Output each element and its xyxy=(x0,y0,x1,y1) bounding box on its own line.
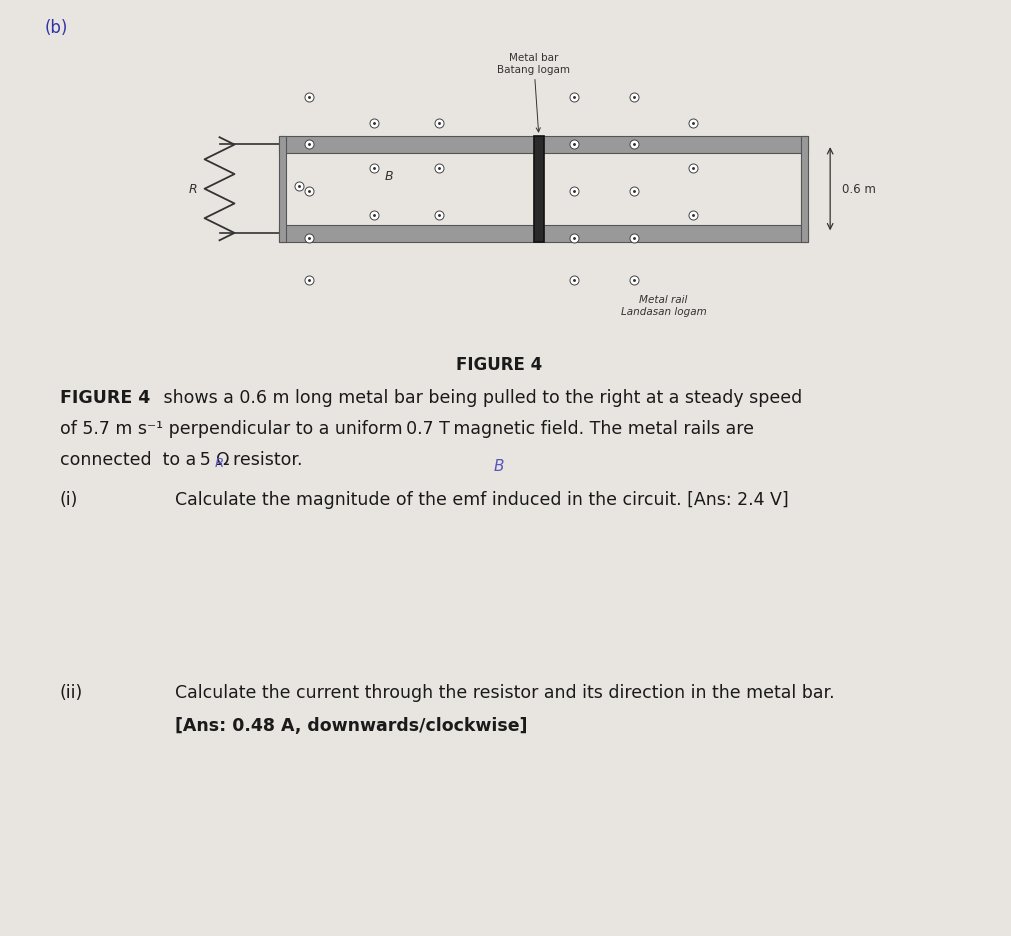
Bar xyxy=(279,226,808,242)
Text: Calculate the current through the resistor and its direction in the metal bar.: Calculate the current through the resist… xyxy=(175,683,834,701)
Text: R: R xyxy=(214,457,223,470)
Text: (ii): (ii) xyxy=(60,683,83,701)
Text: FIGURE 4: FIGURE 4 xyxy=(60,388,150,406)
Bar xyxy=(802,137,808,242)
Text: Calculate the magnitude of the emf induced in the circuit. [Ans: 2.4 V]: Calculate the magnitude of the emf induc… xyxy=(175,490,789,508)
Text: (i): (i) xyxy=(60,490,78,508)
Text: B: B xyxy=(494,459,504,474)
Bar xyxy=(279,137,286,242)
Bar xyxy=(534,137,544,242)
Text: 0.6 m: 0.6 m xyxy=(842,183,876,196)
Text: Metal rail
Landasan logam: Metal rail Landasan logam xyxy=(621,295,707,316)
Text: [Ans: 0.48 A, downwards/clockwise]: [Ans: 0.48 A, downwards/clockwise] xyxy=(175,716,527,734)
Text: shows a 0.6 m long metal bar being pulled to the right at a steady speed: shows a 0.6 m long metal bar being pulle… xyxy=(158,388,802,406)
Text: of 5.7 m s⁻¹ perpendicular to a uniform 0.7 T magnetic field. The metal rails ar: of 5.7 m s⁻¹ perpendicular to a uniform … xyxy=(60,419,754,437)
Text: B: B xyxy=(385,169,393,183)
Text: connected  to a 5 Ω resistor.: connected to a 5 Ω resistor. xyxy=(60,450,302,468)
Text: FIGURE 4: FIGURE 4 xyxy=(456,356,542,373)
Text: (b): (b) xyxy=(44,19,69,37)
Bar xyxy=(279,137,808,154)
Text: R: R xyxy=(189,183,197,196)
Text: Metal bar
Batang logam: Metal bar Batang logam xyxy=(497,53,570,133)
